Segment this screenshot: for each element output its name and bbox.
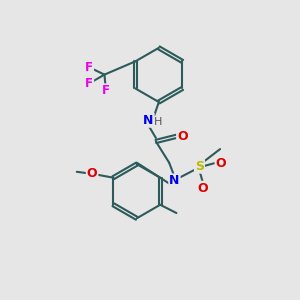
Text: N: N [169,174,180,188]
Text: O: O [87,167,98,180]
Text: F: F [102,84,110,97]
Text: F: F [85,61,93,74]
Text: F: F [85,77,93,90]
Text: S: S [195,160,204,173]
Text: O: O [197,182,208,195]
Text: O: O [177,130,188,143]
Text: O: O [216,157,226,170]
Text: N: N [143,114,154,127]
Text: H: H [154,117,162,127]
